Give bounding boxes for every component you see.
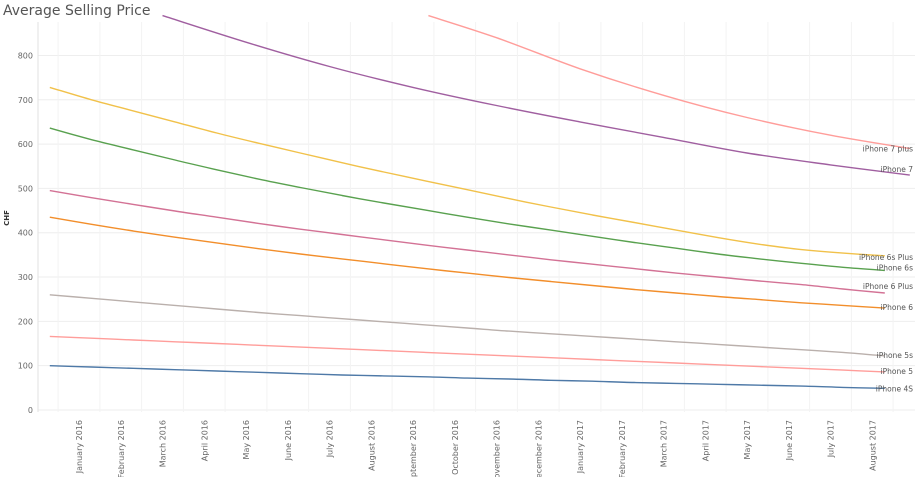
x-tick-label-0: January 2016 [75, 420, 84, 474]
chart-title: Average Selling Price [3, 3, 151, 19]
x-tick-label-8: September 2016 [409, 420, 418, 477]
x-tick-label-9: October 2016 [451, 420, 460, 475]
x-tick-label-10: November 2016 [493, 420, 502, 477]
series-label-iphone-7: iPhone 7 [881, 165, 914, 174]
series-label-iphone-7-plus: iPhone 7 plus [863, 145, 913, 154]
x-axis-ticks: January 2016 February 2016 March 2016 April… [75, 420, 877, 477]
x-tick-label-18: July 2017 [827, 420, 836, 458]
series-line-iphone-6s-plus [49, 86, 885, 257]
x-tick-label-17: June 2017 [785, 420, 794, 461]
x-tick-label-4: May 2016 [242, 420, 251, 459]
y-tick-label-2: 200 [18, 317, 33, 326]
series-label-iphone-6s: iPhone 6s [877, 263, 913, 272]
series-label-iphone-5: iPhone 5 [881, 367, 914, 376]
series-line-iphone-6s [49, 127, 885, 272]
y-axis-label: CHF [3, 210, 11, 226]
x-tick-label-13: February 2017 [618, 420, 627, 477]
x-tick-label-2: March 2016 [159, 420, 168, 467]
grid [37, 22, 915, 412]
x-tick-label-19: August 2017 [868, 420, 877, 471]
series-line-iphone-6 [49, 216, 885, 309]
y-tick-label-3: 300 [18, 273, 33, 282]
x-tick-label-15: April 2017 [701, 420, 710, 461]
series-line-iphone-6-plus [49, 189, 885, 294]
x-tick-label-7: August 2016 [367, 420, 376, 471]
series-line-iphone-5 [49, 335, 885, 373]
y-tick-label-5: 500 [18, 184, 33, 193]
x-tick-label-11: December 2016 [534, 420, 543, 477]
y-tick-label-4: 400 [18, 229, 33, 238]
x-tick-label-1: February 2016 [117, 420, 126, 477]
series-label-iphone-6: iPhone 6 [881, 303, 914, 312]
series-line-iphone-5s [49, 294, 885, 357]
series-label-iphone-5s: iPhone 5s [877, 351, 913, 360]
x-tick-label-3: April 2016 [200, 420, 209, 461]
series-label-iphone-6s-plus: iPhone 6s Plus [859, 253, 913, 262]
x-tick-label-5: June 2016 [284, 420, 293, 461]
x-tick-label-16: May 2017 [743, 420, 752, 459]
x-tick-label-14: March 2017 [660, 420, 669, 467]
series-line-iphone-4s [49, 365, 885, 389]
y-tick-label-8: 800 [18, 51, 33, 60]
y-tick-label-0: 0 [28, 406, 33, 415]
y-tick-label-1: 100 [18, 362, 33, 371]
x-tick-label-6: July 2016 [326, 420, 335, 458]
x-tick-label-12: January 2017 [576, 420, 585, 474]
y-tick-label-7: 700 [18, 96, 33, 105]
series-lines [49, 14, 910, 389]
series-line-iphone-7-plus [428, 14, 910, 150]
series-line-iphone-7 [162, 14, 910, 176]
y-axis-ticks: 0 100 200 300 400 500 600 700 800 [18, 51, 33, 415]
series-label-iphone-6-plus: iPhone 6 Plus [863, 282, 913, 291]
series-label-iphone-4s: iPhone 4S [876, 384, 913, 393]
y-tick-label-6: 600 [18, 140, 33, 149]
